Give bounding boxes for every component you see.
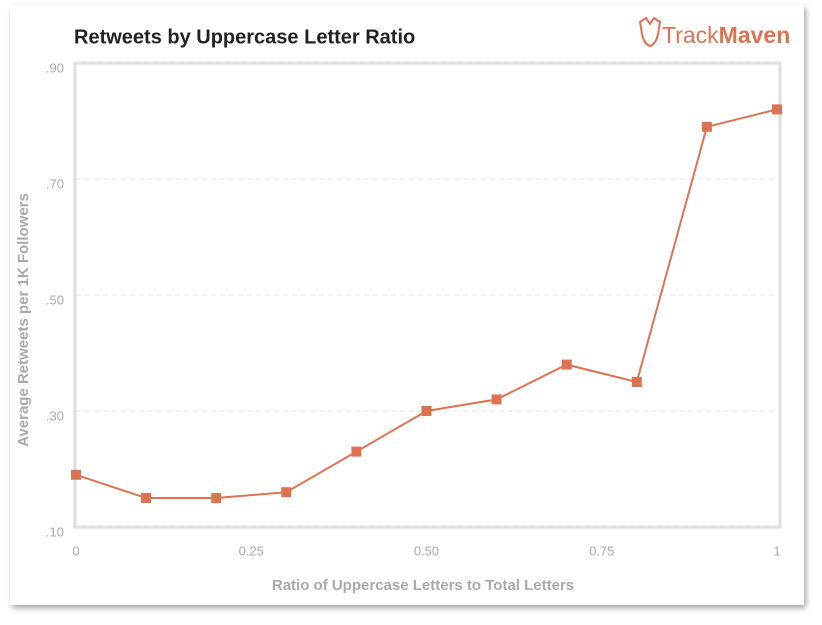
logo-text: TrackMaven: [662, 22, 790, 48]
logo-part: Maven: [719, 22, 791, 48]
y-tick-label: .10: [46, 524, 64, 539]
x-tick-label: 0.50: [414, 543, 439, 558]
y-tick-label: .70: [46, 176, 64, 191]
marker: [561, 359, 572, 370]
logo-part: Track: [662, 22, 719, 48]
y-tick-label: .50: [46, 292, 64, 307]
y-tick-label: .90: [46, 60, 64, 75]
x-tick-label: 0.75: [589, 543, 614, 558]
x-tick-label: 0: [72, 543, 79, 558]
x-axis-label: Ratio of Uppercase Letters to Total Lett…: [272, 577, 574, 594]
marker: [71, 469, 81, 480]
logo-icon: [638, 16, 662, 48]
x-tick-label: 1: [773, 543, 780, 558]
marker: [491, 394, 502, 405]
marker: [141, 493, 152, 503]
chart-title: Retweets by Uppercase Letter Ratio: [74, 26, 415, 48]
y-axis-label: Average Retweets per 1K Followers: [15, 193, 32, 447]
marker: [351, 446, 362, 457]
x-tick-label: 0.25: [239, 543, 264, 558]
marker: [701, 121, 712, 132]
y-tick-label: .30: [46, 408, 64, 423]
marker: [281, 487, 292, 498]
marker: [211, 493, 222, 503]
card: [10, 5, 804, 605]
logo: TrackMaven: [638, 16, 790, 48]
marker: [772, 104, 782, 115]
marker: [421, 406, 432, 416]
marker: [631, 377, 642, 387]
